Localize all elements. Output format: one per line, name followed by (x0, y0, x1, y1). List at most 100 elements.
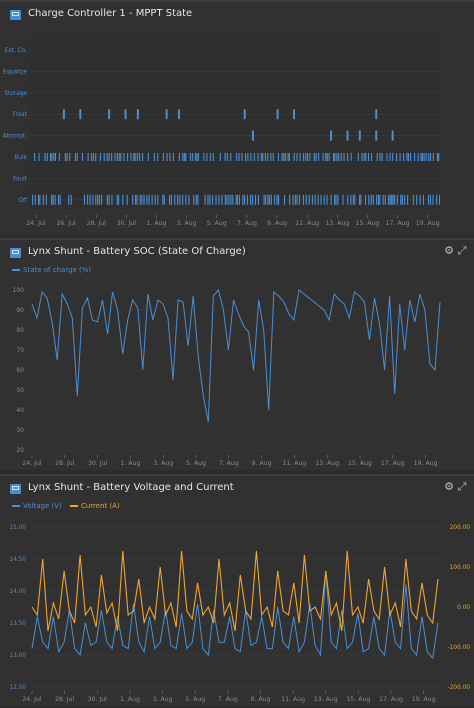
state-mark (314, 194, 316, 205)
state-mark (224, 153, 226, 161)
state-mark (179, 194, 181, 205)
legend-soc[interactable]: State of charge (%) (23, 266, 92, 274)
y-tick-label: 30 (16, 427, 24, 434)
state-mark (281, 153, 283, 161)
chart-panel-icon (10, 10, 21, 20)
state-mark (347, 194, 349, 205)
state-mark (296, 153, 298, 161)
state-mark (132, 194, 134, 205)
gear-icon[interactable]: ⚙ (444, 244, 454, 257)
state-mark (265, 194, 267, 205)
state-mark (298, 194, 301, 205)
state-mark (138, 153, 141, 161)
state-mark (191, 153, 193, 161)
state-mark (289, 194, 291, 205)
state-mark (254, 194, 257, 205)
state-mark (338, 153, 340, 161)
state-mark (54, 194, 56, 205)
state-mark (139, 194, 141, 205)
state-mark (151, 194, 153, 205)
category-label: Float (13, 112, 28, 118)
x-tick-label: 7. Aug (219, 460, 239, 467)
state-mark (276, 194, 278, 205)
panel-voltage-current: Lynx Shunt - Battery Voltage and Current… (0, 474, 474, 706)
state-mark (419, 194, 421, 205)
panel-header: Lynx Shunt - Battery SOC (State Of Charg… (0, 240, 474, 268)
y-tick-label-left: 14.50 (9, 557, 26, 563)
state-mark (70, 194, 72, 205)
state-mark (400, 194, 402, 205)
state-mark (87, 153, 89, 161)
state-mark (58, 153, 60, 161)
state-mark (53, 153, 55, 161)
x-tick-label: 13. Aug (314, 696, 338, 703)
state-mark (32, 194, 34, 205)
legend-voltage[interactable]: Voltage (V) (23, 502, 62, 510)
state-mark (326, 153, 328, 161)
state-mark (404, 194, 406, 205)
state-mark (276, 109, 279, 120)
y-tick-label: 90 (16, 307, 24, 314)
state-mark (318, 153, 320, 161)
state-mark (120, 153, 122, 161)
state-mark (381, 153, 383, 161)
expand-icon[interactable]: ⤢ (457, 480, 467, 493)
state-mark (401, 194, 403, 205)
state-mark (185, 194, 187, 205)
state-mark (170, 194, 172, 205)
state-mark (309, 153, 311, 161)
panel-header: Lynx Shunt - Battery Voltage and Current… (0, 476, 474, 504)
x-tick-label: 15. Aug (346, 696, 370, 703)
state-mark (284, 194, 286, 205)
x-tick-label: 5. Aug (185, 696, 205, 703)
legend-current[interactable]: Current (A) (80, 502, 120, 510)
state-mark (246, 194, 249, 205)
legend[interactable]: State of charge (%) (12, 266, 91, 274)
chart-panel-icon (10, 484, 21, 494)
state-mark (116, 153, 118, 161)
state-mark (438, 194, 441, 205)
state-mark (335, 194, 337, 205)
state-mark (325, 153, 327, 161)
state-mark (389, 194, 391, 205)
y-tick-label-left: 12.50 (9, 685, 26, 691)
category-label: Fault (13, 176, 28, 182)
state-mark (228, 194, 230, 205)
gear-icon[interactable]: ⚙ (444, 480, 454, 493)
x-tick-label: 19. Aug (414, 460, 438, 467)
category-label: Ext. Co. (5, 48, 28, 54)
state-mark (391, 130, 394, 141)
state-mark (412, 194, 414, 205)
x-tick-label: 30. Jul (88, 696, 108, 703)
state-mark (303, 153, 305, 161)
x-tick-label: 28. Jul (87, 220, 107, 227)
state-mark (123, 153, 125, 161)
state-mark (376, 153, 378, 161)
state-mark (350, 153, 352, 161)
state-mark (368, 194, 370, 205)
state-mark (336, 153, 338, 161)
state-mark (136, 194, 138, 205)
state-mark (247, 153, 249, 161)
state-mark (305, 153, 307, 161)
expand-icon[interactable]: ⤢ (457, 244, 467, 257)
state-mark (81, 153, 84, 161)
state-mark (416, 194, 418, 205)
state-mark (169, 153, 171, 161)
state-mark (422, 194, 425, 205)
state-mark (423, 153, 425, 161)
state-mark (363, 153, 365, 161)
state-mark (429, 194, 432, 205)
state-mark (46, 153, 48, 161)
state-mark (293, 109, 296, 120)
state-mark (111, 194, 113, 205)
state-mark (388, 194, 390, 205)
state-mark (267, 194, 269, 205)
state-mark (92, 153, 94, 161)
state-mark (332, 153, 335, 161)
state-mark (97, 194, 99, 205)
state-mark (163, 194, 165, 205)
legend[interactable]: Voltage (V) Current (A) (12, 502, 120, 510)
x-tick-label: 19. Aug (412, 696, 436, 703)
state-mark (193, 194, 195, 205)
